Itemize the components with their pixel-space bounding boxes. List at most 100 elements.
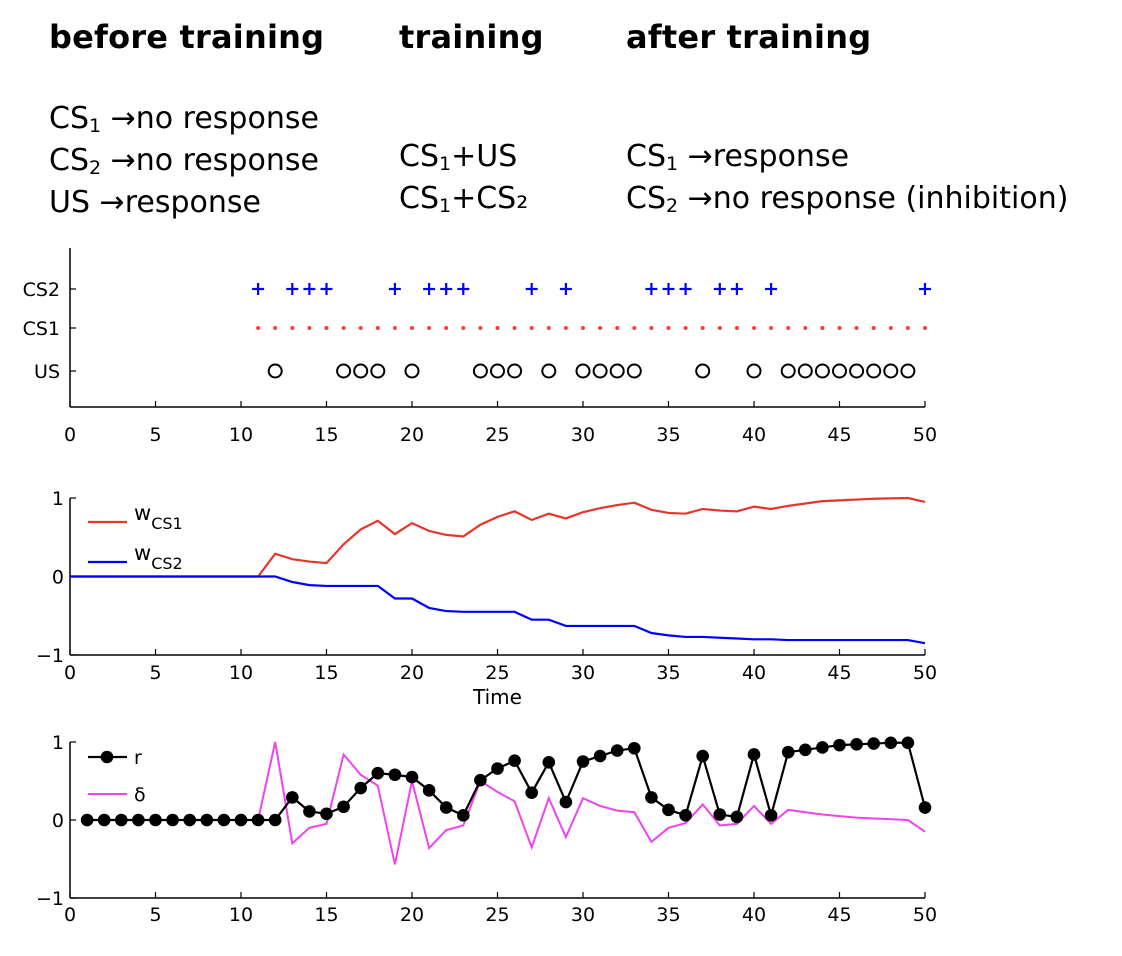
cs2-plus-marker xyxy=(765,283,778,295)
cs1-dot-marker xyxy=(410,326,414,330)
cs2-plus-marker xyxy=(559,283,572,295)
x-tick-label: 15 xyxy=(314,904,338,926)
cs1-dot-marker xyxy=(478,326,483,330)
cs2-plus-marker xyxy=(286,283,299,295)
x-tick-label: 25 xyxy=(485,662,509,684)
us-circle-marker xyxy=(353,363,369,379)
cs1-dot-marker xyxy=(769,326,774,330)
rule-line: CS2 →no response xyxy=(49,143,319,179)
r-point xyxy=(628,741,641,755)
cs1-dot-marker xyxy=(598,326,603,330)
cs2-plus-marker xyxy=(303,283,316,295)
r-point xyxy=(918,801,932,814)
r-point xyxy=(593,749,607,763)
r-point xyxy=(525,786,538,799)
cs1-dot-marker xyxy=(615,326,620,330)
x-tick-label: 5 xyxy=(149,662,161,684)
x-tick-label: 30 xyxy=(571,662,595,684)
r-point xyxy=(799,743,812,757)
r-point xyxy=(747,748,761,761)
cs2-plus-marker xyxy=(440,283,453,295)
cs1-dot-marker xyxy=(700,326,705,330)
us-circle-marker xyxy=(336,363,352,379)
us-circle-marker xyxy=(746,363,762,379)
legend-label: δ xyxy=(134,784,146,806)
x-axis-label: Time xyxy=(472,685,522,709)
cs2-plus-marker xyxy=(457,283,470,295)
r-point xyxy=(833,738,846,752)
r-line xyxy=(87,741,927,822)
cs1-dot-marker xyxy=(307,326,312,330)
x-tick-label: 45 xyxy=(827,662,851,684)
us-circle-marker xyxy=(797,363,813,379)
cs1-dot-marker xyxy=(427,326,432,330)
r-point xyxy=(679,809,692,822)
r-point xyxy=(542,755,556,769)
cs1-dot-marker xyxy=(273,326,278,330)
cs2-plus-marker xyxy=(388,283,401,295)
r-point xyxy=(217,813,231,827)
x-tick-label: 10 xyxy=(229,424,253,446)
r-point xyxy=(713,808,727,821)
r-point xyxy=(884,736,898,750)
legend-label: r xyxy=(134,747,142,769)
us-circle-marker xyxy=(592,363,608,379)
r-point xyxy=(337,800,350,814)
r-point xyxy=(867,737,880,750)
legend: wCS1 wCS2 xyxy=(88,501,183,573)
r-point xyxy=(662,803,675,817)
r-point xyxy=(354,781,368,795)
us-circle-marker xyxy=(575,363,591,379)
y-tick-label: 0 xyxy=(52,810,64,832)
r-point xyxy=(850,738,863,751)
r-point xyxy=(115,813,128,827)
r-point xyxy=(166,813,179,827)
x-tick-label: 10 xyxy=(229,904,253,926)
r-point xyxy=(286,791,299,804)
cs2-plus-marker xyxy=(662,283,675,295)
cs1-dot-marker xyxy=(290,326,295,330)
cs1-dot-marker xyxy=(358,326,363,330)
header-column-before-training: before training CS1 →no response CS2 →no… xyxy=(49,18,325,220)
cs1-dot-marker xyxy=(752,326,756,330)
wcs2-line xyxy=(70,575,926,645)
cs1-dot-marker xyxy=(256,326,261,330)
us-circle-marker xyxy=(404,363,420,379)
legend-label: wCS2 xyxy=(134,541,183,573)
x-tick-label: 0 xyxy=(64,662,76,684)
r-point xyxy=(439,801,453,814)
us-circle-marker xyxy=(507,363,523,379)
delta-line xyxy=(87,741,926,865)
rule-line: CS1 →no response xyxy=(49,101,319,137)
x-tick-label: 5 xyxy=(149,424,161,446)
us-circle-marker xyxy=(849,363,865,379)
us-circle-marker xyxy=(900,363,916,379)
cs2-plus-marker xyxy=(730,283,743,295)
x-tick-label: 25 xyxy=(485,424,509,446)
column-title: before training xyxy=(49,18,325,56)
r-point xyxy=(149,813,162,827)
cs1-dot-marker xyxy=(546,326,551,330)
r-point xyxy=(730,810,744,824)
x-tick-label: 50 xyxy=(913,424,937,446)
cs1-dot-marker xyxy=(529,326,534,330)
r-point xyxy=(97,813,111,827)
x-tick-label: 40 xyxy=(742,662,766,684)
x-tick-label: 30 xyxy=(571,904,595,926)
rule-line: CS2 →no response (inhibition) xyxy=(626,181,1069,217)
cs1-dot-marker xyxy=(461,326,466,330)
r-point xyxy=(320,807,333,821)
us-circle-marker xyxy=(370,363,386,379)
r-point xyxy=(764,809,778,822)
us-circle-marker xyxy=(866,363,882,379)
y-tick-label: 0 xyxy=(52,567,64,589)
y-tick-label: 1 xyxy=(52,488,64,510)
r-point xyxy=(234,813,248,827)
header-column-after-training: after training CS1 →response CS2 →no res… xyxy=(626,18,1068,216)
cs1-dot-marker xyxy=(666,326,671,330)
column-title: training xyxy=(399,18,544,56)
cs2-plus-marker xyxy=(919,283,931,295)
r-point xyxy=(303,805,316,818)
